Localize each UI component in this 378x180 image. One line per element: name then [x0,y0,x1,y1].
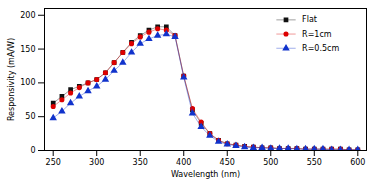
svg-text:400: 400 [176,158,191,167]
svg-text:300: 300 [89,158,104,167]
svg-text:550: 550 [307,158,322,167]
svg-text:350: 350 [133,158,148,167]
svg-text:450: 450 [220,158,235,167]
svg-text:Flat: Flat [302,15,317,24]
svg-text:100: 100 [20,78,35,87]
svg-text:250: 250 [46,158,61,167]
svg-text:R=0.5cm: R=0.5cm [302,44,339,53]
svg-text:R=1cm: R=1cm [302,30,332,39]
svg-text:0: 0 [30,146,35,155]
svg-text:50: 50 [25,112,35,121]
svg-text:500: 500 [263,158,278,167]
svg-text:200: 200 [20,11,35,20]
svg-text:Responsivity (mA/W): Responsivity (mA/W) [7,38,16,121]
svg-text:Wavelength (nm): Wavelength (nm) [171,170,240,179]
svg-text:600: 600 [350,158,365,167]
svg-text:150: 150 [20,45,35,54]
